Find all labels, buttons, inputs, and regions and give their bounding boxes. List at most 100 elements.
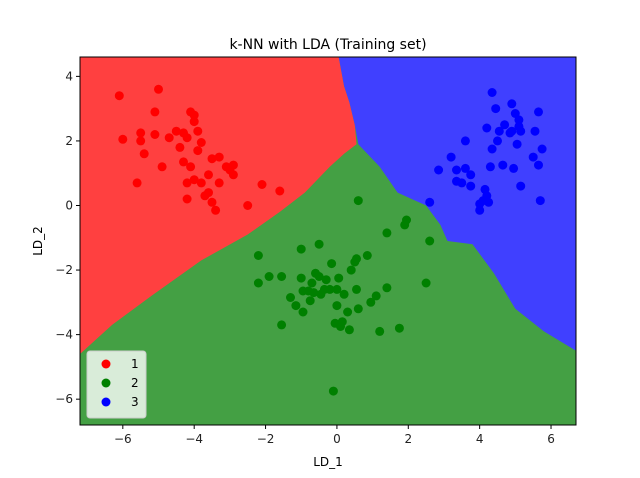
- data-point-class-2: [352, 284, 361, 294]
- y-tick-label: −4: [55, 328, 73, 342]
- data-point-class-3: [487, 144, 497, 154]
- chart-title: k-NN with LDA (Training set): [229, 37, 426, 53]
- data-point-class-3: [466, 181, 476, 191]
- data-point-class-1: [214, 152, 224, 162]
- data-point-class-1: [182, 133, 192, 143]
- data-point-class-1: [257, 180, 267, 189]
- data-point-class-2: [402, 215, 411, 225]
- data-point-class-2: [264, 272, 274, 281]
- data-point-class-2: [296, 244, 306, 254]
- x-tick-label: −4: [185, 432, 203, 446]
- data-point-class-3: [460, 163, 470, 173]
- y-axis-label: LD_2: [31, 226, 45, 256]
- data-point-class-2: [307, 278, 317, 288]
- data-point-class-3: [500, 120, 510, 130]
- legend-label-class-3: 3: [131, 395, 139, 409]
- legend-label-class-1: 1: [131, 357, 139, 371]
- data-point-class-1: [193, 146, 203, 156]
- data-point-class-2: [332, 301, 342, 311]
- x-axis-label: LD_1: [313, 455, 343, 469]
- scatter-points: [114, 84, 547, 396]
- data-point-class-1: [189, 110, 199, 120]
- x-tick-label: 0: [333, 432, 341, 446]
- data-point-class-1: [204, 188, 213, 198]
- data-point-class-1: [182, 178, 192, 188]
- data-point-class-2: [346, 265, 356, 275]
- y-tick-label: 4: [65, 69, 73, 83]
- data-point-class-1: [136, 128, 146, 138]
- data-point-class-3: [466, 170, 476, 180]
- data-point-class-2: [305, 296, 315, 306]
- legend: 1 2 3: [86, 350, 147, 419]
- data-point-class-1: [189, 117, 199, 127]
- data-point-class-3: [491, 104, 501, 114]
- data-point-class-3: [528, 152, 538, 162]
- data-point-class-1: [139, 149, 149, 159]
- data-point-class-2: [371, 291, 381, 301]
- data-point-class-2: [253, 278, 263, 288]
- x-tick-label: −2: [257, 432, 275, 446]
- data-point-class-2: [337, 317, 347, 327]
- data-point-class-2: [321, 275, 331, 285]
- plot-area: [79, 56, 577, 426]
- data-point-class-3: [452, 165, 461, 175]
- data-point-class-1: [204, 170, 213, 180]
- data-point-class-1: [157, 162, 167, 172]
- data-point-class-3: [482, 123, 492, 133]
- data-point-class-2: [362, 251, 372, 260]
- data-point-class-1: [136, 136, 146, 146]
- data-point-class-3: [485, 162, 495, 172]
- data-point-class-3: [507, 126, 517, 136]
- data-point-class-2: [291, 301, 301, 311]
- data-point-class-2: [425, 236, 435, 246]
- y-axis-ticks: −6 −4 −2 0 2 4: [55, 69, 80, 406]
- data-point-class-1: [154, 84, 163, 94]
- data-point-class-3: [534, 160, 543, 170]
- x-axis-ticks: −6 −4 −2 0 2 4 6: [114, 425, 555, 446]
- data-point-class-1: [275, 186, 285, 196]
- data-point-class-1: [193, 126, 203, 136]
- legend-label-class-2: 2: [131, 376, 139, 390]
- data-point-class-3: [514, 115, 524, 125]
- data-point-class-3: [457, 178, 467, 188]
- data-point-class-2: [296, 273, 306, 283]
- data-point-class-1: [164, 133, 174, 143]
- y-tick-label: 2: [65, 134, 73, 148]
- data-point-class-2: [421, 278, 431, 288]
- data-point-class-3: [446, 152, 456, 162]
- legend-marker-class-1: [101, 359, 111, 369]
- data-point-class-3: [507, 99, 517, 109]
- data-point-class-1: [150, 130, 160, 139]
- data-point-class-1: [186, 162, 196, 172]
- legend-marker-class-3: [101, 397, 111, 407]
- data-point-class-1: [228, 160, 238, 170]
- data-point-class-2: [366, 297, 376, 307]
- data-point-class-3: [516, 181, 526, 191]
- data-point-class-2: [353, 304, 363, 314]
- data-point-class-2: [343, 307, 353, 317]
- region-class-1: [80, 57, 357, 354]
- data-point-class-1: [228, 170, 238, 180]
- data-point-class-2: [277, 320, 287, 330]
- data-point-class-2: [344, 325, 354, 335]
- data-point-class-1: [207, 154, 217, 164]
- data-point-class-1: [118, 134, 128, 144]
- data-point-class-2: [334, 273, 344, 283]
- data-point-class-3: [498, 160, 508, 170]
- data-point-class-3: [480, 184, 490, 194]
- data-point-class-2: [352, 254, 361, 264]
- data-point-class-3: [475, 205, 485, 215]
- data-point-class-2: [327, 259, 337, 269]
- data-point-class-2: [309, 288, 319, 298]
- data-point-class-1: [150, 107, 160, 117]
- data-point-class-1: [179, 157, 188, 167]
- data-point-class-2: [353, 196, 363, 206]
- x-tick-label: −6: [114, 432, 132, 446]
- data-point-class-2: [298, 307, 308, 317]
- data-point-class-1: [132, 178, 142, 188]
- data-point-class-2: [314, 239, 324, 249]
- x-tick-label: 6: [547, 432, 555, 446]
- data-point-class-3: [460, 136, 470, 146]
- data-point-class-1: [175, 142, 185, 152]
